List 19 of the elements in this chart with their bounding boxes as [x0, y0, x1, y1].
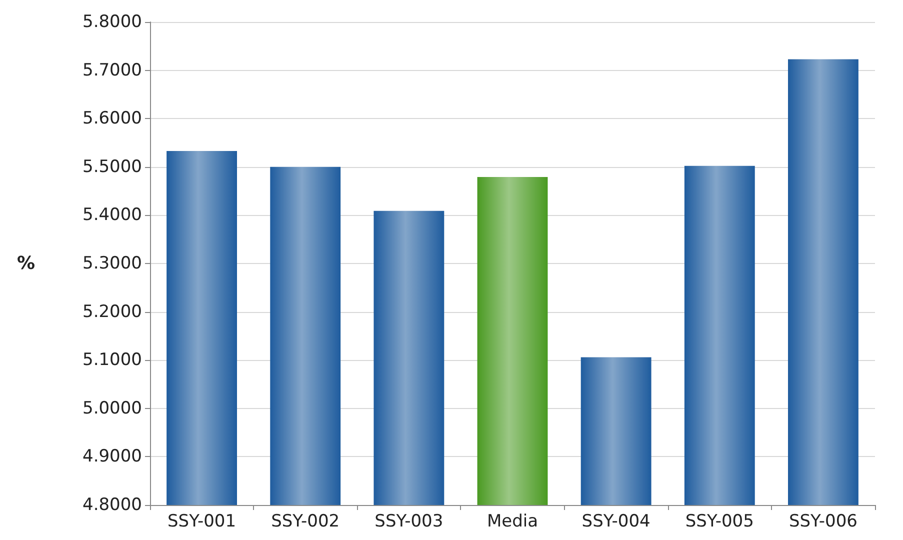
- y-tick-label: 5.3000: [82, 254, 142, 274]
- y-tick-label: 5.7000: [82, 60, 142, 80]
- x-tick-label: SSY-004: [582, 512, 650, 532]
- y-tick-label: 5.6000: [82, 108, 142, 129]
- y-tick-label: 5.2000: [82, 302, 142, 322]
- y-tick-label: 5.8000: [82, 12, 142, 32]
- y-tick-label: 4.8000: [82, 495, 142, 515]
- y-tick-label: 5.1000: [82, 350, 142, 370]
- x-tick-label: SSY-002: [271, 512, 340, 532]
- y-tick-label: 5.5000: [82, 156, 142, 177]
- x-tick-label: SSY-003: [374, 512, 444, 532]
- x-tick-label: SSY-001: [168, 512, 236, 532]
- x-tick-label: SSY-006: [788, 512, 858, 532]
- y-axis-title: %: [16, 253, 35, 274]
- y-tick-label: 5.0000: [82, 398, 142, 418]
- x-tick-label: Media: [486, 512, 538, 532]
- y-tick-label: 4.9000: [82, 446, 142, 467]
- x-tick-label: SSY-005: [685, 512, 754, 532]
- y-tick-label: 5.4000: [82, 205, 142, 226]
